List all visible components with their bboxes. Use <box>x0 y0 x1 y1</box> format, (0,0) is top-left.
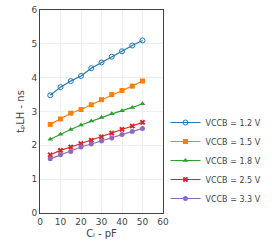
svg-text:VCCB = 2.5 V: VCCB = 2.5 V <box>205 176 260 185</box>
svg-text:tₚLH - ns: tₚLH - ns <box>15 90 26 133</box>
svg-text:30: 30 <box>96 217 108 227</box>
svg-text:60: 60 <box>157 217 169 227</box>
svg-text:VCCB = 3.3 V: VCCB = 3.3 V <box>205 195 260 204</box>
svg-text:1: 1 <box>31 174 37 184</box>
svg-text:0: 0 <box>37 217 43 227</box>
svg-text:0: 0 <box>31 208 37 218</box>
svg-text:50: 50 <box>137 217 149 227</box>
svg-text:VCCB = 1.8 V: VCCB = 1.8 V <box>205 157 260 166</box>
svg-text:20: 20 <box>75 217 87 227</box>
svg-text:10: 10 <box>55 217 67 227</box>
svg-text:4: 4 <box>31 73 37 83</box>
svg-text:VCCB = 1.2 V: VCCB = 1.2 V <box>205 119 260 128</box>
svg-text:3: 3 <box>31 107 37 117</box>
svg-text:Cₗ - pF: Cₗ - pF <box>86 228 117 239</box>
svg-text:6: 6 <box>31 5 37 15</box>
svg-text:5: 5 <box>31 39 37 49</box>
svg-text:2: 2 <box>31 140 37 150</box>
svg-text:40: 40 <box>116 217 128 227</box>
svg-text:VCCB = 1.5 V: VCCB = 1.5 V <box>205 138 260 147</box>
